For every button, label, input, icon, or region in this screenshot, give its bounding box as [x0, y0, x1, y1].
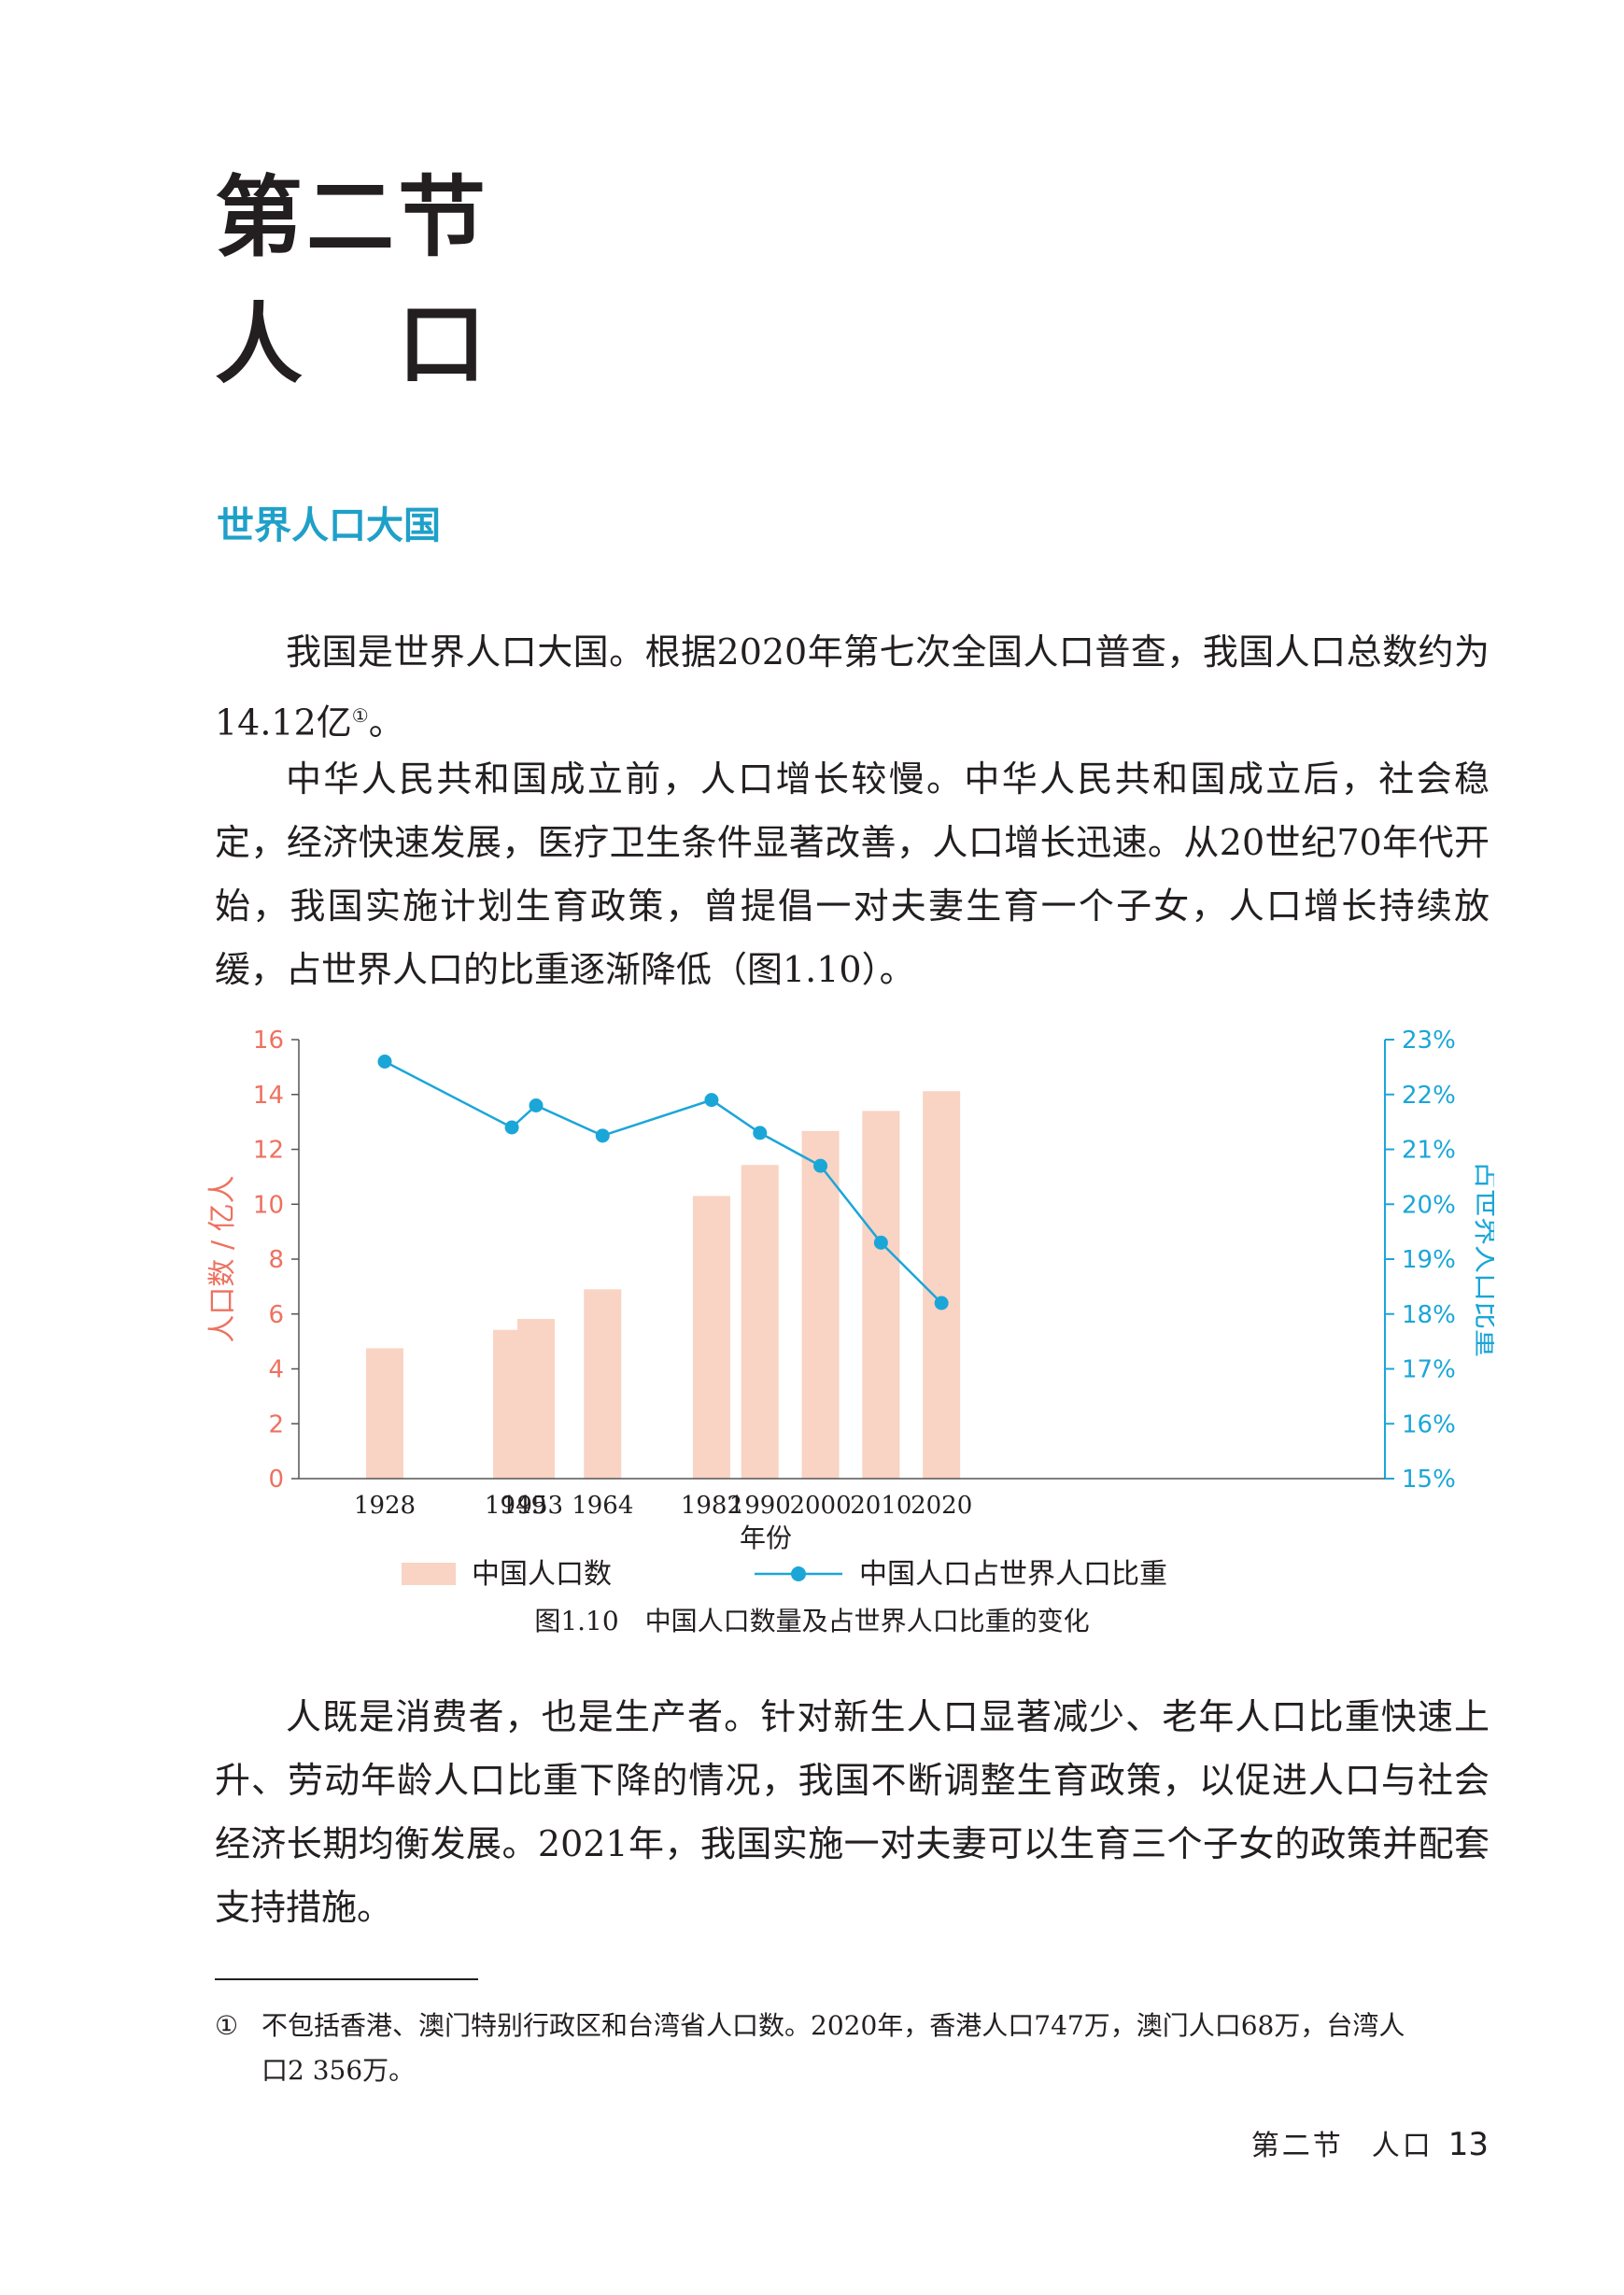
right-tick-label: 19%: [1402, 1246, 1456, 1274]
legend-label-line: 中国人口占世界人口比重: [859, 1558, 1167, 1591]
footnote-line-1: 不包括香港、澳门特别行政区和台湾省人口数。2020年，香港人口747万，澳门人口…: [261, 2010, 1405, 2041]
page-number: 13: [1447, 2126, 1489, 2163]
left-tick-label: 4: [268, 1356, 284, 1384]
bar: [801, 1130, 840, 1479]
x-tick-label: 1928: [354, 1492, 416, 1520]
legend-label-bars: 中国人口数: [472, 1558, 612, 1591]
bar: [692, 1196, 730, 1479]
right-tick-label: 18%: [1402, 1301, 1456, 1329]
left-tick-label: 0: [268, 1466, 284, 1494]
left-tick-label: 10: [253, 1191, 284, 1219]
x-tick-label: 1953: [501, 1492, 563, 1520]
legend-swatch-point: [791, 1566, 806, 1581]
right-tick-label: 23%: [1402, 1027, 1456, 1055]
share-point: [529, 1098, 544, 1112]
footnote-ref[interactable]: ①: [351, 704, 369, 727]
section-number: 第二节: [215, 166, 490, 269]
left-axis-title: 人口数 / 亿人: [206, 1175, 239, 1342]
running-section: 第二节: [1250, 2130, 1344, 2162]
x-tick-label: 1964: [572, 1492, 633, 1520]
bar: [862, 1111, 900, 1479]
population-chart: 0 2 4 6 8 10 12 14 16 15% 16% 17% 18% 19% 20% 21% 22% 23%…: [206, 1027, 1494, 1591]
bar: [366, 1348, 403, 1479]
share-point: [934, 1296, 949, 1310]
x-axis-title: 年份: [740, 1523, 792, 1553]
right-axis-title: 占世界人口比重: [1470, 1161, 1494, 1357]
paragraph-2: 中华人民共和国成立前，人口增长较慢。中华人民共和国成立后，社会稳定，经济快速发展…: [215, 758, 1490, 990]
footnote-divider: [215, 1978, 478, 1980]
share-point: [704, 1093, 719, 1108]
footnote-mark: ①: [215, 2010, 239, 2041]
left-tick-label: 6: [268, 1301, 284, 1329]
section-title: 第二节 人 口: [215, 154, 489, 408]
right-tick-label: 21%: [1402, 1137, 1456, 1165]
share-point: [595, 1128, 610, 1143]
legend-swatch-bars: [402, 1563, 456, 1585]
share-point: [377, 1055, 392, 1069]
figure-caption: 图1.10 中国人口数量及占世界人口比重的变化: [534, 1606, 1090, 1636]
share-point: [873, 1235, 888, 1250]
right-tick-label: 22%: [1402, 1082, 1456, 1110]
left-tick-label: 14: [253, 1082, 284, 1110]
x-tick-label: 2010: [850, 1492, 911, 1520]
footnote: ① 不包括香港、澳门特别行政区和台湾省人口数。2020年，香港人口747万，澳门人…: [215, 2004, 1494, 2093]
x-tick-label: 1990: [729, 1492, 791, 1520]
share-point: [753, 1126, 768, 1140]
section-name: 人 口: [215, 293, 490, 396]
x-tick-label: 1949: [485, 1492, 546, 1520]
bar: [584, 1289, 622, 1479]
share-line: [384, 1060, 943, 1304]
paragraph-3: 人既是消费者，也是生产者。针对新生人口显著减少、老年人口比重快速上升、劳动年龄人…: [215, 1696, 1490, 1928]
share-point: [813, 1158, 828, 1173]
right-tick-label: 17%: [1402, 1356, 1456, 1384]
right-tick-label: 16%: [1402, 1410, 1456, 1438]
x-tick-label: 2000: [789, 1492, 851, 1520]
share-point: [504, 1120, 519, 1135]
bar: [517, 1319, 555, 1479]
bar: [741, 1165, 779, 1479]
x-tick-label: 2020: [911, 1492, 972, 1520]
left-tick-label: 2: [268, 1410, 284, 1438]
x-tick-label: 1982: [681, 1492, 742, 1520]
running-header: 第二节 人口 13: [1251, 2122, 1489, 2163]
running-title: 人口: [1371, 2130, 1433, 2162]
paragraph-tail: 。: [368, 701, 404, 744]
footnote-line-2: 口2 356万。: [261, 2055, 416, 2086]
bar: [923, 1091, 961, 1479]
paragraph-text: 我国是世界人口大国。根据2020年第七次全国人口普查，我国人口总数约为14.12…: [215, 631, 1490, 744]
right-tick-label: 15%: [1402, 1466, 1456, 1494]
subheading: 世界人口大国: [217, 504, 441, 547]
left-tick-label: 16: [253, 1027, 284, 1055]
paragraph-1: 我国是世界人口大国。根据2020年第七次全国人口普查，我国人口总数约为14.12…: [215, 620, 1490, 755]
left-tick-label: 12: [253, 1137, 284, 1165]
left-tick-label: 8: [268, 1246, 284, 1274]
right-tick-label: 20%: [1402, 1191, 1456, 1219]
